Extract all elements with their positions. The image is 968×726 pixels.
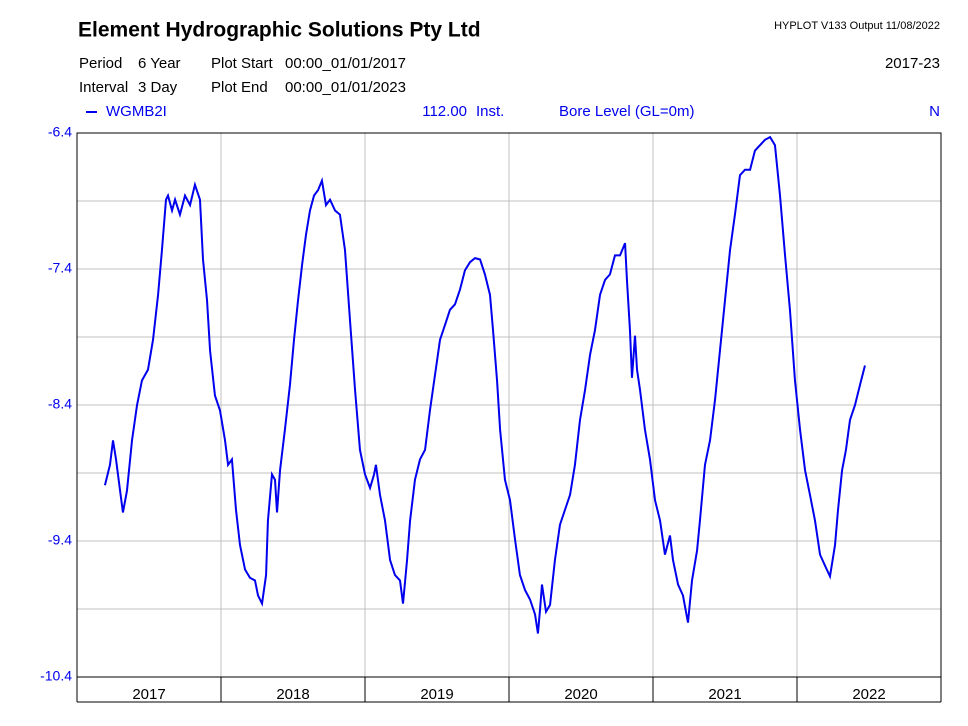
x-tick-label: 2018 <box>276 686 309 703</box>
variable: 112.00 <box>422 103 467 120</box>
plot-start-label: Plot Start <box>211 55 274 72</box>
plot-frame <box>76 132 942 678</box>
x-tick-label: 2019 <box>420 686 453 703</box>
interval-label: Interval <box>79 79 128 96</box>
period-label: Period <box>79 55 122 72</box>
period: 6 Year <box>138 55 181 72</box>
legend-label: WGMB2I <box>106 103 167 120</box>
plot-end-label: Plot End <box>211 79 268 96</box>
y-axis-label: Bore Level (GL=0m) <box>559 103 694 120</box>
x-tick-label: 2017 <box>132 686 165 703</box>
y-tick-label: -9.4 <box>48 532 72 548</box>
quality-code: N <box>929 103 940 120</box>
plot-end: 00:00_01/01/2023 <box>285 79 406 96</box>
software-info: HYPLOT V133 Output 11/08/2022 <box>774 20 940 32</box>
variable-type: Inst. <box>476 103 504 120</box>
interval: 3 Day <box>138 79 178 96</box>
series-line <box>103 135 866 634</box>
range-label: 2017-23 <box>885 55 940 72</box>
x-tick-label: 2020 <box>564 686 597 703</box>
x-tick-label: 2021 <box>708 686 741 703</box>
y-tick-label: -10.4 <box>40 668 72 684</box>
y-tick-label: -7.4 <box>48 260 72 276</box>
y-tick-label: -8.4 <box>48 396 72 412</box>
y-tick-label: -6.4 <box>48 124 72 140</box>
plot-start: 00:00_01/01/2017 <box>285 55 406 72</box>
x-tick-label: 2022 <box>852 686 885 703</box>
chart-title: Element Hydrographic Solutions Pty Ltd <box>78 19 481 42</box>
